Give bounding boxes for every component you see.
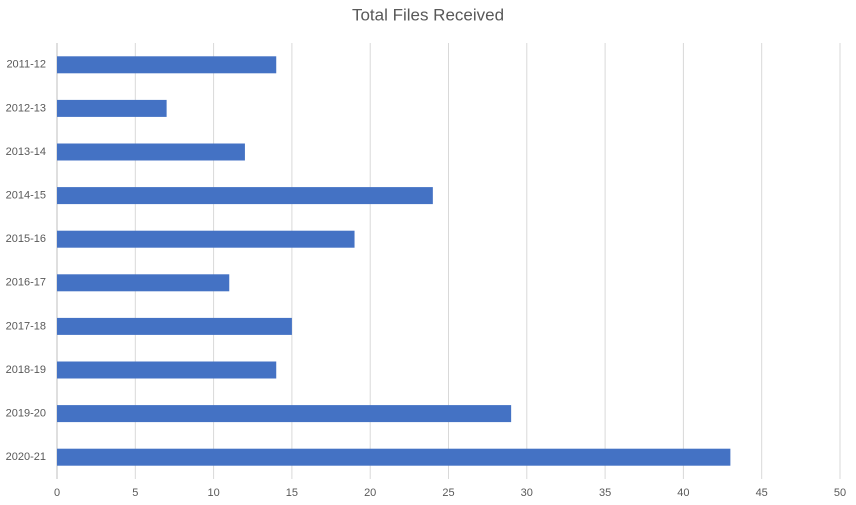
bar [57,448,731,466]
bar [57,187,433,205]
y-tick-label: 2012-13 [6,102,46,114]
y-tick-label: 2011-12 [6,59,46,71]
x-tick-label: 45 [756,487,768,499]
y-tick-label: 2016-17 [6,277,46,289]
x-tick-label: 0 [54,487,60,499]
bar [57,230,355,248]
bar [57,274,230,292]
x-tick-label: 40 [677,487,689,499]
y-tick-label: 2020-21 [6,451,46,463]
x-tick-label: 10 [207,487,219,499]
y-tick-label: 2014-15 [6,190,46,202]
bar [57,143,245,161]
x-tick-label: 20 [364,487,376,499]
chart-title: Total Files Received [352,5,504,24]
x-tick-label: 30 [521,487,533,499]
x-tick-label: 35 [599,487,611,499]
bar [57,405,512,423]
bar [57,317,292,335]
x-tick-label: 5 [132,487,138,499]
bar [57,361,277,379]
bar [57,56,277,74]
y-tick-label: 2018-19 [6,364,46,376]
x-tick-label: 25 [442,487,454,499]
x-tick-label: 15 [286,487,298,499]
y-tick-label: 2019-20 [6,408,46,420]
y-tick-label: 2013-14 [6,146,46,158]
y-tick-label: 2017-18 [6,320,46,332]
bar [57,99,167,117]
y-tick-label: 2015-16 [6,233,46,245]
x-tick-label: 50 [834,487,846,499]
